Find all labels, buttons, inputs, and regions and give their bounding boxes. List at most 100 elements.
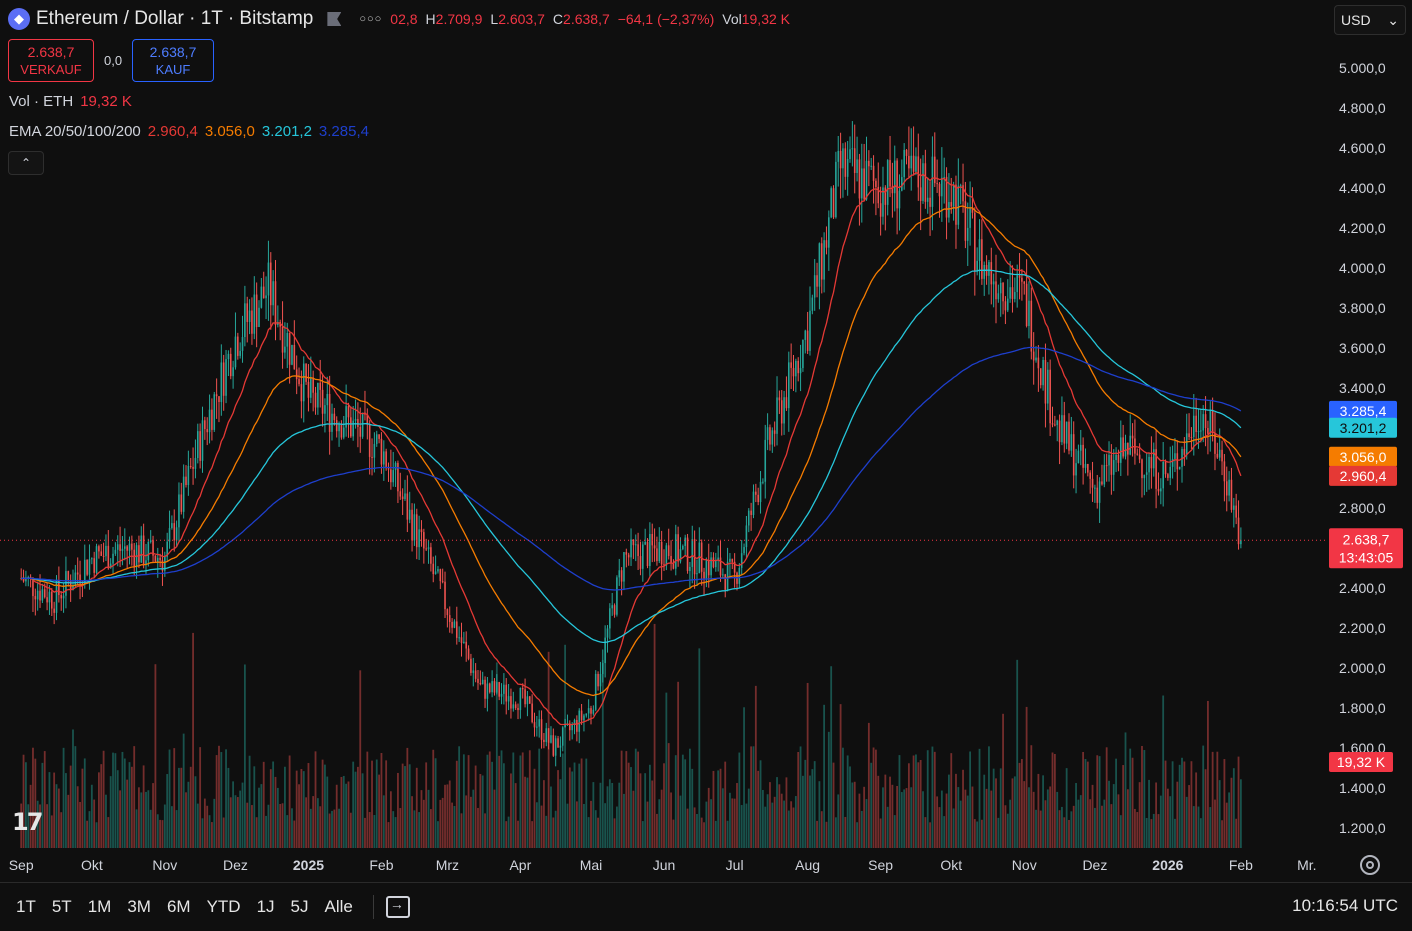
volume-bar (731, 798, 734, 848)
volume-bar (307, 763, 310, 848)
volume-bar (995, 778, 997, 848)
volume-bar (260, 784, 263, 848)
volume-bar (646, 801, 649, 848)
currency-select[interactable]: USD ⌄ (1334, 5, 1406, 35)
candle-body (305, 363, 307, 382)
more-icon[interactable]: ○○○ (359, 13, 383, 25)
volume-bar (1096, 755, 1099, 848)
volume-bar (1117, 794, 1120, 848)
candle-body (404, 493, 406, 500)
candle-body (109, 563, 112, 569)
y-tick-label: 2.200,0 (1339, 620, 1386, 636)
price-chart[interactable]: 1.200,01.400,01.600,01.800,02.000,02.200… (0, 0, 1412, 882)
volume-bar (1150, 819, 1153, 848)
candle-body (22, 578, 25, 582)
range-button[interactable]: 6M (166, 897, 191, 916)
candle-body (901, 177, 903, 191)
range-button[interactable]: 1J (256, 897, 275, 916)
volume-bar (632, 790, 635, 848)
candle-body (342, 427, 345, 438)
candle-body (423, 532, 425, 549)
candle-body (72, 586, 74, 591)
volume-bar (966, 795, 969, 848)
volume-legend-value: 19,32 K (80, 93, 132, 110)
range-button[interactable]: 1M (87, 897, 112, 916)
candle-body (284, 346, 286, 353)
collapse-legend-button[interactable]: ⌃ (8, 151, 44, 175)
flag-icon[interactable] (327, 12, 342, 26)
candle-body (408, 509, 411, 520)
volume-bar (849, 766, 851, 848)
volume-bar (173, 748, 176, 848)
tradingview-logo[interactable]: 17 (12, 808, 43, 836)
range-button[interactable]: YTD (206, 897, 241, 916)
candle-body (684, 537, 686, 546)
volume-bar (154, 664, 157, 848)
candle-body (1021, 277, 1023, 282)
volume-legend[interactable]: Vol · ETH 19,32 K (9, 93, 139, 110)
volume-bar (922, 791, 924, 848)
sell-button[interactable]: 2.638,7 VERKAUF (8, 39, 94, 82)
volume-bar (587, 817, 590, 848)
clock[interactable]: 10:16:54 UTC (1292, 896, 1398, 915)
volume-bar (656, 813, 658, 848)
candle-body (430, 547, 432, 564)
volume-bar (679, 795, 682, 848)
volume-bar (568, 767, 571, 848)
candle-body (521, 687, 524, 690)
candle-body (357, 419, 359, 427)
range-button[interactable]: Alle (324, 897, 353, 916)
volume-bar (359, 670, 362, 848)
candle-body (583, 715, 585, 721)
ema-legend[interactable]: EMA 20/50/100/200 2.960,4 3.056,0 3.201,2 3.… (9, 123, 376, 140)
candle-body (196, 431, 199, 459)
volume-bar (316, 798, 319, 848)
volume-bar (696, 813, 698, 848)
goto-date-icon[interactable] (385, 896, 410, 918)
x-tick-label: Apr (509, 857, 531, 873)
candle-body (51, 591, 53, 609)
y-tick-label: 2.000,0 (1339, 660, 1386, 676)
range-button[interactable]: 5T (51, 897, 72, 916)
candle-body (211, 409, 213, 430)
candle-body (936, 183, 938, 185)
vol-label: Vol (722, 11, 742, 27)
symbol-title[interactable]: Ethereum / Dollar · 1T · Bitstamp (36, 8, 314, 29)
candle-body (347, 406, 350, 418)
gear-icon[interactable] (1360, 855, 1380, 875)
volume-bar (531, 821, 534, 848)
volume-bar (1152, 813, 1155, 848)
volume-bar (1190, 761, 1193, 848)
candle-body (39, 590, 41, 601)
candle-body (1079, 444, 1082, 451)
range-button[interactable]: 3M (127, 897, 151, 916)
x-tick-label: Sep (9, 857, 34, 873)
volume-bar (411, 796, 413, 848)
volume-bar (1011, 778, 1014, 848)
candle-body (1169, 466, 1172, 478)
candle-body (1032, 351, 1035, 361)
volume-bar (962, 769, 964, 848)
range-button[interactable]: 1T (16, 897, 36, 916)
volume-bar (903, 789, 906, 848)
volume-bar (380, 753, 383, 848)
volume-bar (116, 770, 119, 848)
volume-bar (940, 790, 943, 848)
volume-bar (1171, 761, 1174, 848)
ethereum-icon[interactable]: ◆ (8, 8, 30, 30)
range-button[interactable]: 5J (290, 897, 309, 916)
volume-bar (578, 763, 581, 848)
buy-button[interactable]: 2.638,7 KAUF (132, 39, 214, 82)
candle-body (1178, 466, 1181, 470)
ohlc-open: 02,8 (390, 11, 418, 27)
x-tick-label: Sep (868, 857, 893, 873)
candle-body (611, 605, 613, 609)
candle-body (1037, 357, 1040, 369)
volume-bar (583, 803, 585, 848)
candle-body (983, 264, 986, 279)
x-tick-label: Mai (580, 857, 603, 873)
candle-body (229, 353, 232, 377)
volume-bar (1112, 784, 1115, 848)
volume-bar (248, 755, 251, 848)
volume-bar (740, 805, 743, 848)
